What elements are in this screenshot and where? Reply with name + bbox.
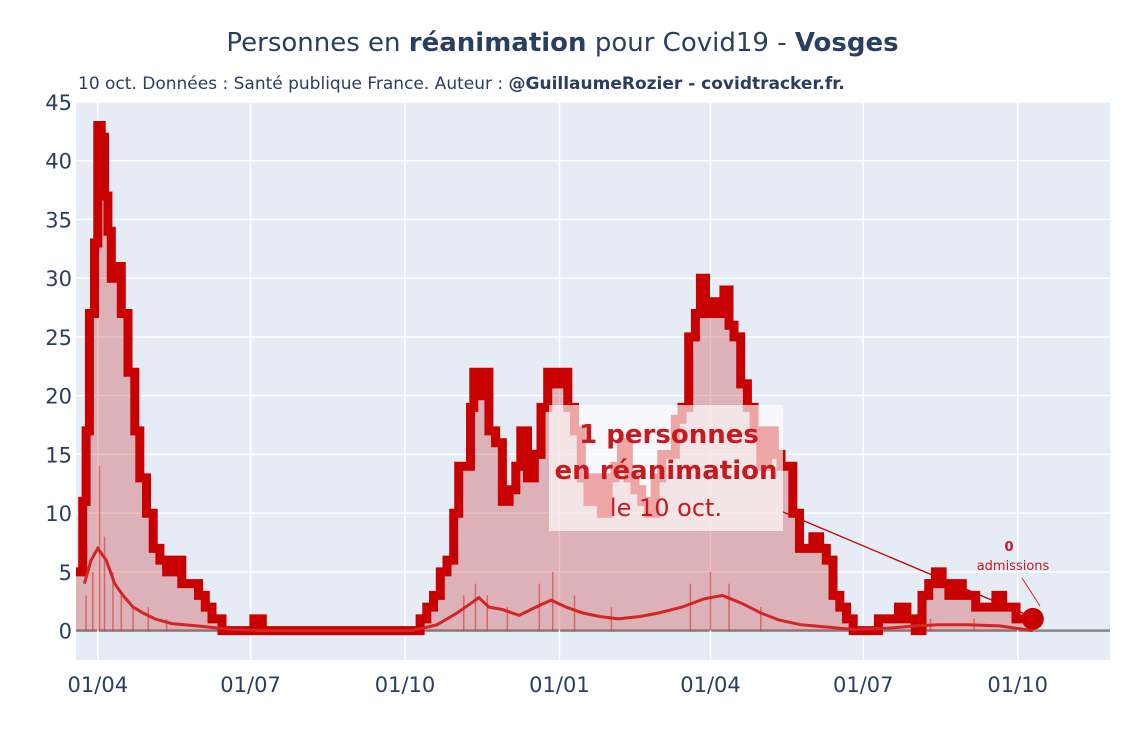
y-tick-label: 15 xyxy=(45,443,72,467)
admissions-label: admissions xyxy=(977,559,1050,574)
annotation-line-1: 1 personnes xyxy=(579,420,759,450)
y-tick-label: 45 xyxy=(45,91,72,115)
annotation-line-3: le 10 oct. xyxy=(610,494,722,522)
admissions-value: 0 xyxy=(1004,540,1013,555)
annotation-line-2: en réanimation xyxy=(555,456,778,486)
y-tick-label: 35 xyxy=(45,208,72,232)
y-tick-label: 20 xyxy=(45,385,72,409)
admissions-average-line xyxy=(82,545,1034,633)
chart-subtitle: 10 oct. Données : Santé publique France.… xyxy=(78,74,845,94)
y-axis-ticks: 0 5 10 15 20 25 30 35 40 45 xyxy=(45,91,72,644)
y-tick-label: 40 xyxy=(45,150,72,174)
y-tick-label: 0 xyxy=(59,620,72,644)
x-tick-label: 01/01 xyxy=(529,673,590,697)
plot-area xyxy=(76,102,1110,660)
x-axis-ticks: 01/04 01/07 01/10 01/01 01/04 01/07 01/10 xyxy=(68,673,1048,697)
x-tick-label: 01/10 xyxy=(987,673,1048,697)
x-tick-label: 01/04 xyxy=(680,673,741,697)
chart-title: Personnes en réanimation pour Covid19 - … xyxy=(226,28,899,58)
y-tick-label: 25 xyxy=(45,326,72,350)
x-tick-label: 01/04 xyxy=(68,673,129,697)
last-point-marker xyxy=(1021,607,1044,630)
x-tick-label: 01/10 xyxy=(375,673,436,697)
y-tick-label: 5 xyxy=(59,561,72,585)
annotation-connector xyxy=(782,511,1028,616)
x-tick-label: 01/07 xyxy=(833,673,894,697)
x-tick-label: 01/07 xyxy=(220,673,281,697)
annotation-box xyxy=(549,405,783,531)
y-tick-label: 10 xyxy=(45,502,72,526)
y-tick-label: 30 xyxy=(45,267,72,291)
admissions-annotation-connector xyxy=(1021,577,1041,607)
